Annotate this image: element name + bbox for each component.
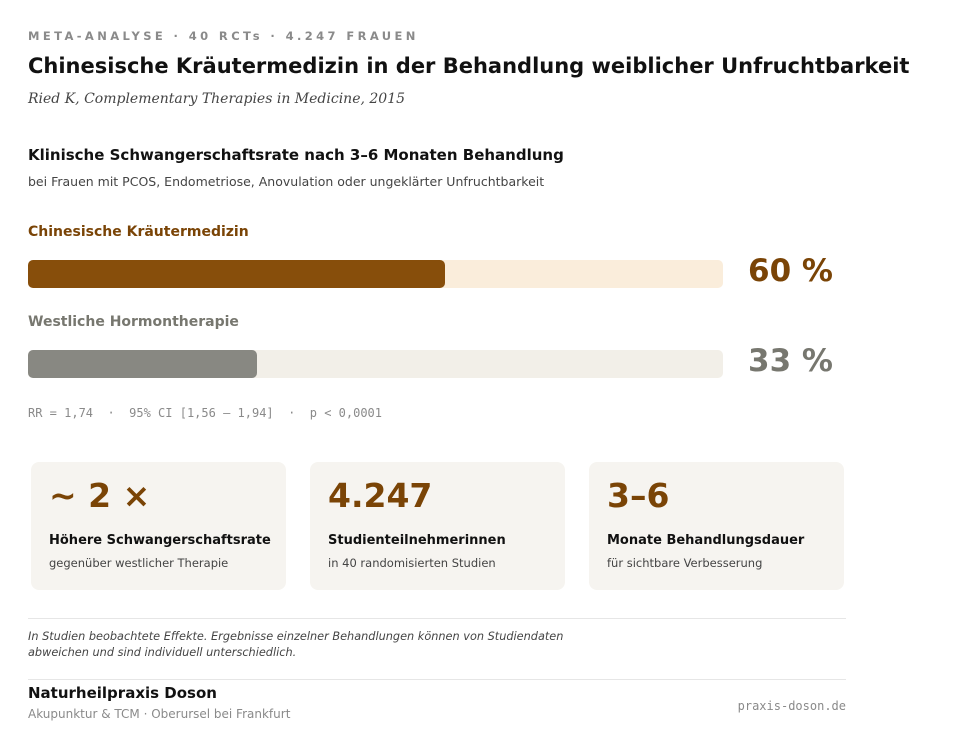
bar-track-hormone: [28, 350, 723, 378]
page-title: Chinesische Kräutermedizin in der Behand…: [28, 54, 910, 78]
stat-card: 3–6 Monate Behandlungsdauer für sichtbar…: [589, 462, 844, 590]
statistics-annotation: RR = 1,74 · 95% CI [1,56 – 1,94] · p < 0…: [28, 406, 383, 420]
source-citation: Ried K, Complementary Therapies in Medic…: [28, 91, 406, 107]
bar-fill-hormone: [28, 350, 258, 378]
divider: [28, 679, 846, 680]
card-value: 4.247: [328, 476, 433, 515]
card-value: 3–6: [607, 476, 670, 515]
card-value: ~ 2 ×: [49, 476, 151, 515]
card-title: Höhere Schwangerschaftsrate: [49, 533, 271, 548]
card-subtitle: in 40 randomisierten Studien: [328, 556, 496, 570]
chart-title: Klinische Schwangerschaftsrate nach 3–6 …: [28, 146, 564, 164]
bar-value-hormone: 33 %: [748, 343, 833, 379]
card-title: Studienteilnehmerinnen: [328, 533, 506, 548]
website-link[interactable]: praxis-doson.de: [737, 699, 846, 713]
divider: [28, 618, 846, 619]
brand-tagline: Akupunktur & TCM · Oberursel bei Frankfu…: [28, 707, 291, 721]
chart-subtitle: bei Frauen mit PCOS, Endometriose, Anovu…: [28, 174, 545, 189]
card-subtitle: gegenüber westlicher Therapie: [49, 556, 229, 570]
stat-card: ~ 2 × Höhere Schwangerschaftsrate gegenü…: [31, 462, 286, 590]
bar-value-tcm: 60 %: [748, 253, 833, 289]
eyebrow: META-ANALYSE · 40 RCTs · 4.247 FRAUEN: [28, 29, 419, 43]
brand-name: Naturheilpraxis Doson: [28, 684, 217, 702]
card-title: Monate Behandlungsdauer: [607, 533, 805, 548]
stat-card: 4.247 Studienteilnehmerinnen in 40 rando…: [310, 462, 565, 590]
bar-fill-tcm: [28, 260, 445, 288]
disclaimer: In Studien beobachtete Effekte. Ergebnis…: [28, 630, 564, 659]
bar-label-tcm: Chinesische Kräutermedizin: [28, 224, 249, 240]
bar-label-hormone: Westliche Hormontherapie: [28, 314, 239, 330]
card-subtitle: für sichtbare Verbesserung: [607, 556, 763, 570]
bar-track-tcm: [28, 260, 723, 288]
